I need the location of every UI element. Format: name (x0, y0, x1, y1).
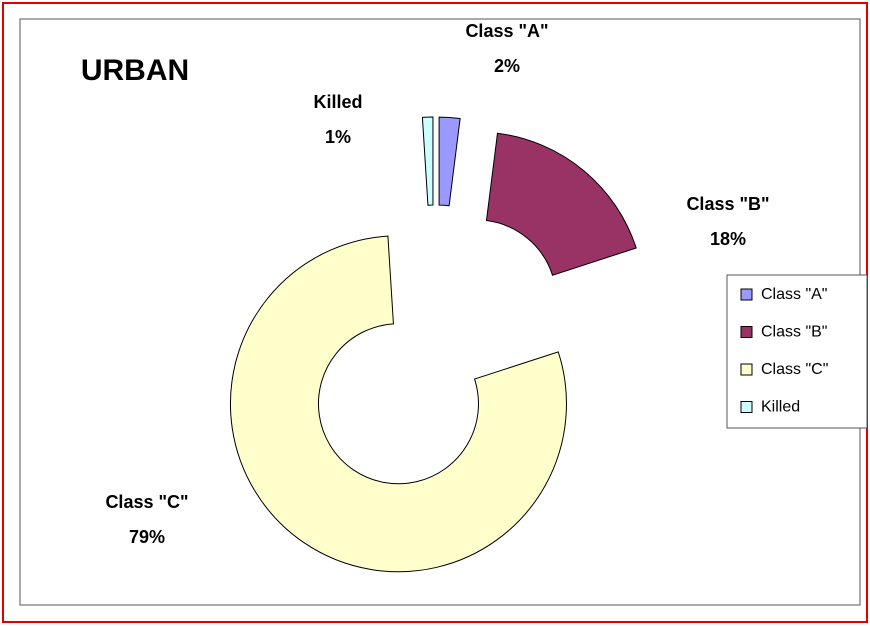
segment-value: 1% (325, 127, 351, 147)
legend-swatch (740, 401, 753, 413)
segment-label: Class "A" (465, 21, 548, 41)
doughnut-segment (438, 116, 461, 207)
legend-label: Class "C" (761, 361, 828, 378)
chart-title: URBAN (81, 54, 189, 87)
segment-label: Class "B" (686, 194, 769, 214)
segment-value: 2% (494, 56, 520, 76)
segment-value: 79% (129, 527, 165, 547)
doughnut-segment (229, 235, 567, 573)
doughnut-segment (485, 132, 637, 276)
segment-label: Killed (313, 92, 362, 112)
legend-label: Killed (761, 399, 800, 416)
segment-label: Class "C" (105, 492, 188, 512)
legend-label: Class "B" (761, 324, 827, 341)
legend-swatch (740, 288, 753, 301)
legend-swatch (740, 363, 753, 376)
doughnut-segment (421, 116, 434, 206)
segment-value: 18% (710, 229, 746, 249)
legend-swatch (740, 326, 753, 338)
legend-label: Class "A" (761, 286, 827, 303)
